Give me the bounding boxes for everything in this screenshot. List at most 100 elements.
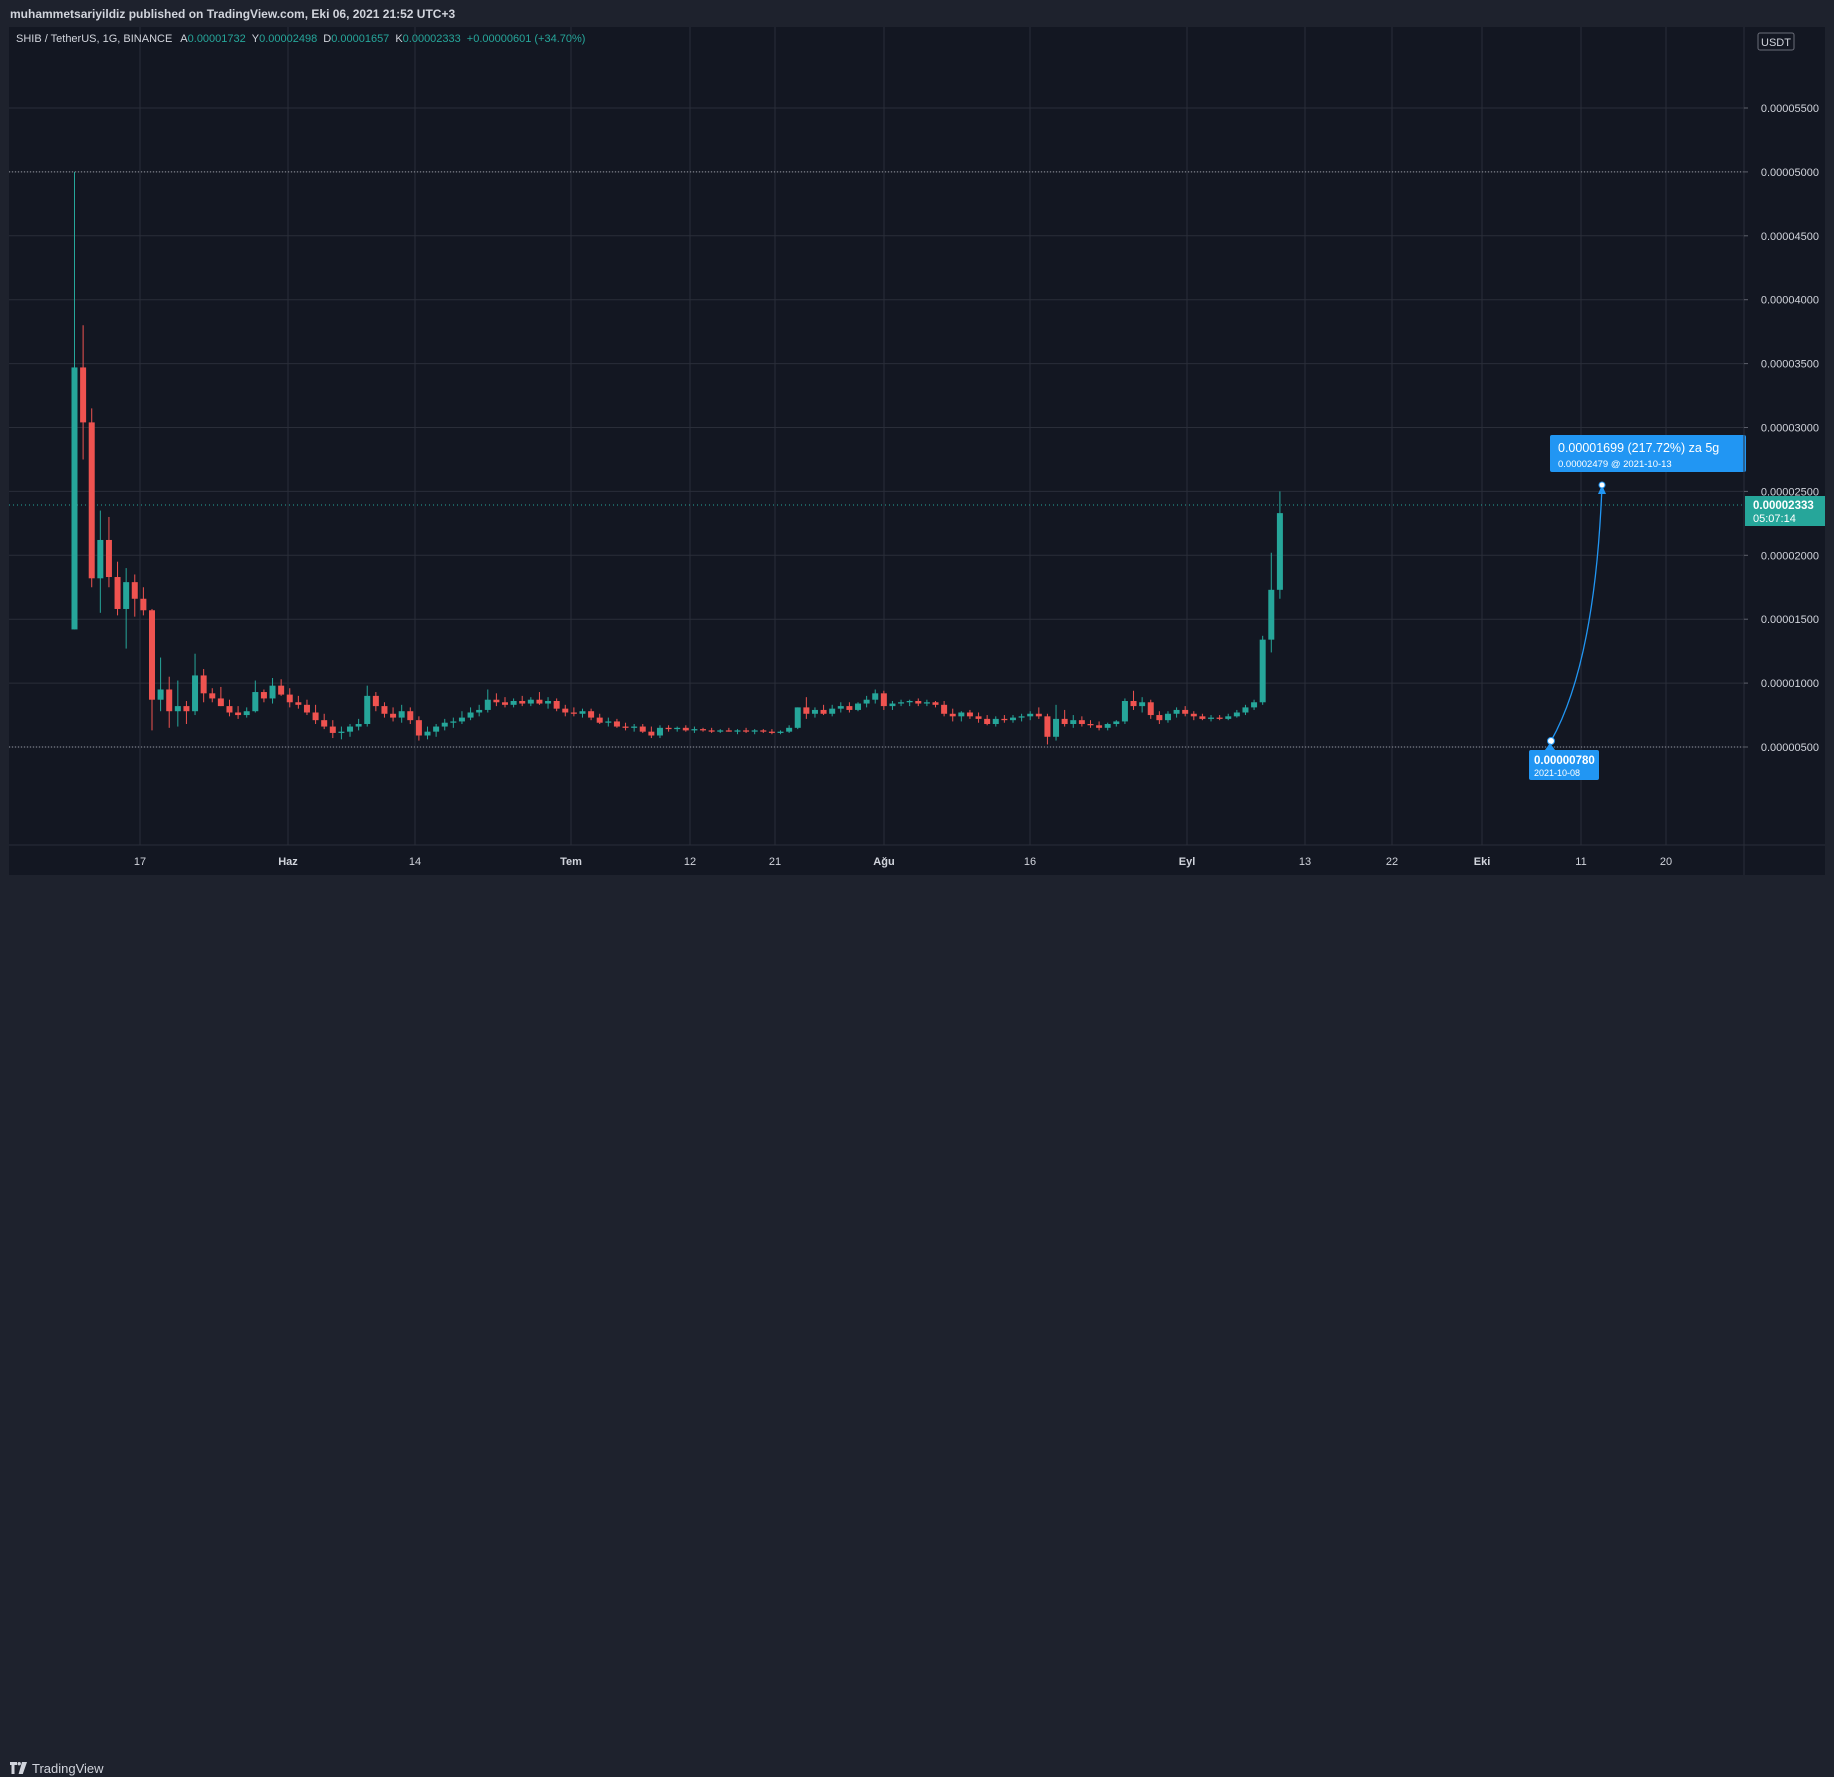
legend-high: 0.00002498 <box>259 33 317 45</box>
projection-start-point[interactable] <box>1547 737 1555 745</box>
candle <box>105 516 112 588</box>
candle <box>1182 706 1189 717</box>
candle-body <box>1225 716 1232 719</box>
candle-body <box>1156 715 1163 721</box>
time-tick-label: 21 <box>769 856 781 868</box>
candle <box>1018 713 1025 722</box>
tradingview-brand[interactable]: TradingView <box>10 1759 104 1777</box>
candle <box>1268 552 1275 653</box>
candle-body <box>209 693 216 699</box>
candle-body <box>398 711 405 718</box>
candle <box>140 587 147 616</box>
candle-body <box>131 582 138 599</box>
candle <box>725 727 732 732</box>
projection-curve <box>1550 484 1603 742</box>
candle <box>510 698 517 708</box>
candle-body <box>803 707 810 714</box>
top-bar: muhammetsariyildiz published on TradingV… <box>0 0 1834 27</box>
candle <box>837 702 844 713</box>
candle <box>1027 711 1034 721</box>
price-tick-label: 0.00002000 <box>1761 550 1819 562</box>
candle-body <box>1121 700 1128 722</box>
candle-body <box>192 675 199 712</box>
candle <box>1173 707 1180 718</box>
candle-body <box>1061 718 1068 724</box>
candle-body <box>381 706 388 714</box>
candle <box>794 707 801 730</box>
projection-end-point[interactable] <box>1598 481 1606 489</box>
candle <box>88 408 95 588</box>
legend-open-label: A <box>180 33 188 45</box>
candle <box>596 713 603 724</box>
candle <box>613 718 620 728</box>
footer: TradingView <box>0 875 1834 1776</box>
candle <box>915 698 922 707</box>
candle-body <box>837 706 844 709</box>
candle-body <box>355 723 362 727</box>
candle <box>631 723 638 732</box>
time-tick-label: Tem <box>560 856 582 868</box>
candle-body <box>338 731 345 733</box>
candle <box>605 717 612 727</box>
candle <box>1208 715 1215 722</box>
candle-body <box>157 689 164 700</box>
candle-body <box>1078 720 1085 724</box>
candle <box>949 708 956 722</box>
candle-body <box>166 689 173 712</box>
candle <box>958 711 965 722</box>
candle-body <box>235 712 242 716</box>
candle-body <box>1199 716 1206 719</box>
candle-body <box>820 709 827 714</box>
time-tick-label: 20 <box>1660 856 1672 868</box>
candle <box>1276 491 1283 599</box>
candle-body <box>502 702 508 705</box>
currency-badge-label: USDT <box>1761 37 1791 49</box>
publisher-info: muhammetsariyildiz published on TradingV… <box>10 7 456 21</box>
candle <box>527 697 534 707</box>
candle-body <box>1208 717 1215 719</box>
candle <box>786 725 793 733</box>
chart[interactable]: 0.00000780 2021-10-08 0.00001699 (217.72… <box>9 27 1825 875</box>
grid <box>9 27 1744 845</box>
candle <box>691 726 698 733</box>
candle <box>71 171 78 630</box>
candle-body <box>467 712 474 718</box>
candle-body <box>622 726 629 728</box>
candle <box>1001 715 1008 723</box>
chart-frame[interactable]: 0.00000780 2021-10-08 0.00001699 (217.72… <box>9 27 1825 875</box>
candle <box>217 686 224 707</box>
currency-badge[interactable] <box>1757 32 1795 51</box>
candle <box>1113 720 1120 727</box>
candle <box>131 574 138 617</box>
price-tick-label: 0.00004000 <box>1761 295 1819 307</box>
candle <box>700 727 707 732</box>
time-tick-label: Eki <box>1474 856 1491 868</box>
candle-body <box>295 702 302 705</box>
candle <box>1242 704 1249 716</box>
candle-body <box>1182 709 1189 714</box>
time-tick-label: Eyl <box>1179 856 1196 868</box>
candle-body <box>863 699 870 704</box>
candle-body <box>519 700 526 704</box>
candle-body <box>734 730 741 732</box>
candle-body <box>639 726 646 732</box>
candle-body <box>536 699 543 704</box>
last-price-badge <box>1745 496 1825 526</box>
candle <box>682 725 689 732</box>
candle <box>717 729 724 733</box>
candle-body <box>123 582 130 609</box>
candle-body <box>1147 702 1154 716</box>
price-tick-label: 0.00004500 <box>1761 231 1819 243</box>
candle <box>303 699 310 716</box>
candle-body <box>966 712 973 717</box>
candle-body <box>794 707 801 728</box>
candle <box>1044 713 1051 745</box>
candle <box>450 717 457 728</box>
candle <box>992 716 999 727</box>
candle <box>441 718 448 731</box>
candle <box>1009 715 1016 723</box>
price-axis[interactable]: 0.00005500 0.00005000 0.00004500 0.00004000… <box>1744 103 1819 754</box>
time-axis[interactable]: 17 Haz 14 Tem 12 21 Ağu 16 Eyl 13 22 Eki 11 20 <box>134 856 1672 868</box>
candle-body <box>1268 589 1275 640</box>
candle <box>243 707 250 718</box>
